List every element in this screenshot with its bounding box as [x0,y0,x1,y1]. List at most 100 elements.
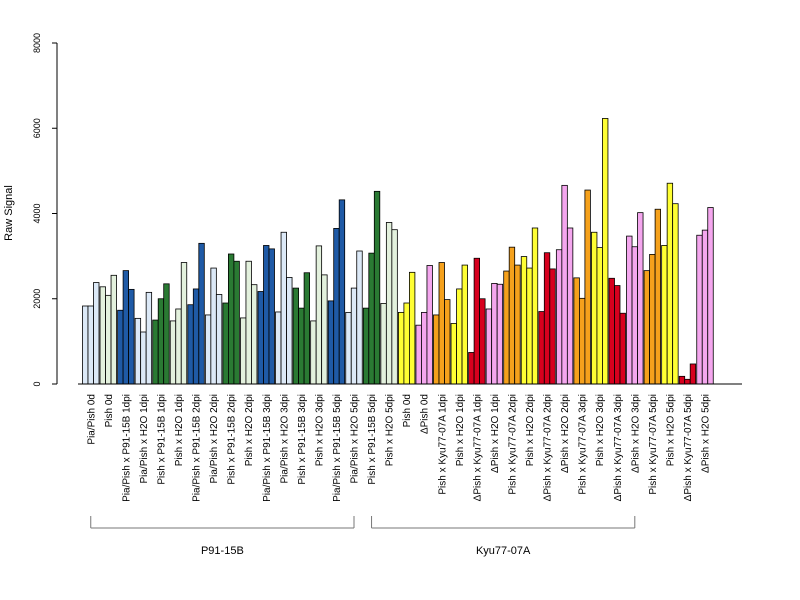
bar [345,311,352,385]
bar [479,298,486,385]
bar [233,260,240,385]
bar [373,190,381,385]
bar [678,375,686,385]
group-bracket: Kyu77-07A [371,516,636,557]
bar [210,267,217,385]
bar [566,227,574,385]
x-tick-label: Pish x P91-15B 3dpi [297,394,308,485]
bar [251,284,258,385]
bar [619,312,626,385]
x-tick-label: Pish x Kyu77-07A 5dpi [648,394,659,495]
bar [356,250,363,385]
x-tick-label: ΔPish x Kyu77-07A 1dpi [472,394,483,501]
x-tick-label: Pish x P91-15B 5dpi [367,394,378,485]
bar [526,267,533,385]
x-tick-label: ΔPish x H2O 1dpi [490,394,501,473]
bar [608,277,615,385]
x-tick-label: Pia/Pish x P91-15B 1dpi [121,394,132,502]
bar [543,252,551,385]
bar [310,320,317,385]
bar [555,249,563,385]
bar [491,283,498,385]
bar [626,235,633,385]
bar [696,234,703,385]
bar [631,246,638,385]
group-brackets: P91-15B Kyu77-07A [90,516,636,557]
bar [286,277,293,385]
bar [327,300,335,385]
bar [415,324,422,385]
y-tick-label: 6000 [32,118,42,138]
group-label: P91-15B [201,545,244,557]
bar [215,294,223,385]
x-tick-label: ΔPish x H2O 2dpi [560,394,571,473]
bar [93,282,100,385]
bar [561,184,568,385]
x-tick-label: Pish x H2O 3dpi [595,394,606,466]
bar [485,308,493,385]
bar [614,285,621,385]
bar [444,299,451,385]
x-tick-label: Pia/Pish x H2O 5dpi [350,394,361,484]
bar [368,252,375,385]
bar [661,245,668,385]
x-tick-label: Pia/Pish x P91-15B 5dpi [332,394,343,502]
bar [689,363,697,385]
bar [701,229,709,385]
x-tick-label: Pia/Pish 0d [86,394,97,445]
bar [315,245,323,385]
bar [602,118,609,385]
x-tick-label: ΔPish x H2O 5dpi [701,394,712,473]
y-tick-label: 0 [32,381,42,386]
bar [157,298,165,385]
bar [227,253,235,385]
bar [110,274,117,385]
bar [263,245,270,385]
bar [99,286,106,385]
bar [637,212,644,385]
x-tick-label: Pish x Kyu77-07A 1dpi [437,394,448,495]
bar [122,270,129,385]
bar [380,303,387,385]
bar [362,307,370,385]
x-tick-label: Pish x H2O 5dpi [385,394,396,466]
x-tick-label: Pish x H2O 2dpi [244,394,255,466]
bar [192,288,200,385]
bar [333,228,340,385]
bar [496,283,504,385]
y-axis-label: Raw Signal [3,185,15,241]
x-tick-label: Pish x H2O 2dpi [525,394,536,466]
bar [473,257,481,385]
x-tick-label: Pish x P91-15B 1dpi [156,394,167,485]
x-tick-label: Pish x Kyu77-07A 2dpi [507,394,518,495]
x-tick-label: ΔPish 0d [420,394,431,434]
x-tick-label: ΔPish x Kyu77-07A 3dpi [613,394,624,501]
bar [134,317,142,385]
bar [468,352,475,385]
bar [280,231,287,385]
bar [456,288,463,385]
bar [292,287,300,385]
x-tick-label: Pish x Kyu77-07A 3dpi [578,394,589,495]
x-tick-label: Pish x P91-15B 2dpi [227,394,238,485]
bar [338,199,346,385]
y-tick-label: 4000 [32,203,42,223]
bar [549,268,556,385]
bar [350,287,358,385]
bar [684,378,691,385]
x-tick-label: Pia/Pish x H2O 1dpi [139,394,150,484]
bar [579,297,586,385]
bar [707,207,714,385]
bar [169,320,177,385]
x-tick-label: Pish 0d [104,394,115,427]
bar [654,208,661,385]
bar [87,305,94,385]
x-tick-label: Pia/Pish x P91-15B 2dpi [192,394,203,502]
bar [408,271,416,385]
x-tick-label: Pia/Pish x H2O 3dpi [279,394,290,484]
bar [204,314,212,385]
x-tick-label: Pish x H2O 5dpi [665,394,676,466]
bar [584,189,591,385]
bar [275,311,282,385]
